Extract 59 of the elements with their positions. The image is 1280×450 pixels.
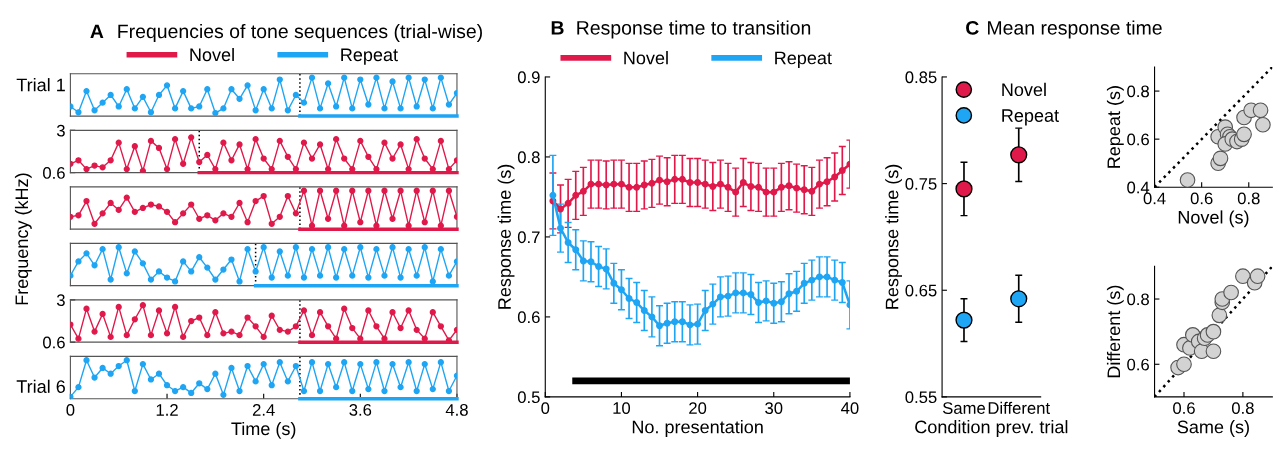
- legend-label: Repeat: [1002, 109, 1059, 126]
- x-tick-label: 0.6: [1190, 192, 1213, 205]
- x-axis-title: Novel (s): [1178, 210, 1249, 228]
- y-tick-label: 0.7: [517, 231, 540, 244]
- y-tick-label: 3: [56, 124, 65, 137]
- x-tick-label: 20: [689, 402, 707, 414]
- legend-label: Novel: [190, 47, 234, 62]
- y-tick-label: 0.8: [1127, 293, 1149, 306]
- x-tick-label: 0.8: [1231, 402, 1254, 414]
- text: A: [90, 24, 104, 39]
- chart-title: Response time to transition: [577, 20, 811, 39]
- x-tick-label: 0.4: [1143, 192, 1166, 205]
- x-axis-title: No. presentation: [632, 420, 763, 437]
- y-tick-label: 0.6: [1127, 358, 1149, 371]
- y-tick-label: 0.85: [905, 71, 937, 84]
- legend-label: Novel: [624, 51, 668, 65]
- y-tick-label: 0.5: [517, 391, 540, 404]
- y-tick-label: 0.4: [1127, 181, 1150, 194]
- y-axis-title: Trial 6: [16, 379, 65, 393]
- y-tick-label: 0.6: [43, 167, 65, 179]
- x-tick-label: 0.6: [1173, 402, 1195, 414]
- x-tick-label: 1.2: [156, 404, 178, 416]
- y-tick-label: 0.8: [517, 151, 540, 164]
- x-tick-label: 2.4: [252, 404, 275, 416]
- legend-label: Repeat: [341, 48, 398, 65]
- x-axis-title: Time (s): [231, 421, 296, 439]
- x-tick-label: Different: [988, 401, 1050, 414]
- legend-label: Novel: [1002, 82, 1046, 97]
- y-tick-label: 0.6: [43, 336, 65, 349]
- y-tick-label: 0.8: [1127, 85, 1149, 98]
- y-axis-title: Different (s): [1106, 285, 1124, 378]
- x-tick-label: 0.8: [1237, 192, 1260, 205]
- y-axis-title: Repeat (s): [1106, 86, 1124, 168]
- y-tick-label: 0.55: [905, 391, 937, 404]
- x-tick-label: 30: [765, 402, 783, 414]
- y-tick-label: 0.6: [1127, 133, 1149, 146]
- text: B: [551, 21, 564, 35]
- chart-title: Frequencies of tone sequences (trial-wise): [118, 23, 482, 43]
- y-tick-label: 0.9: [517, 71, 540, 84]
- x-tick-label: 4.8: [445, 404, 468, 416]
- x-tick-label: Same: [942, 402, 986, 414]
- y-tick-label: 0.75: [905, 178, 937, 190]
- x-tick-label: 10: [613, 402, 631, 414]
- chart-title: Mean response time: [988, 20, 1162, 39]
- y-axis-title: Response time (s): [497, 164, 515, 309]
- x-axis-title: Same (s): [1177, 420, 1249, 437]
- y-axis-title: Frequency (kHz): [14, 173, 32, 305]
- legend-label: Repeat: [775, 51, 832, 68]
- x-tick-label: 40: [841, 402, 859, 414]
- x-tick-label: 0: [541, 402, 550, 414]
- y-axis-title: Response time (s): [885, 164, 903, 309]
- x-axis-title: Condition prev. trial: [915, 420, 1068, 437]
- y-axis-title: Trial 1: [16, 78, 65, 92]
- y-tick-label: 0.65: [905, 284, 937, 297]
- x-tick-label: 0: [66, 404, 75, 416]
- text: C: [966, 20, 979, 35]
- y-tick-label: 0.6: [517, 311, 540, 324]
- x-tick-label: 3.6: [349, 404, 372, 416]
- y-tick-label: 3: [56, 294, 65, 307]
